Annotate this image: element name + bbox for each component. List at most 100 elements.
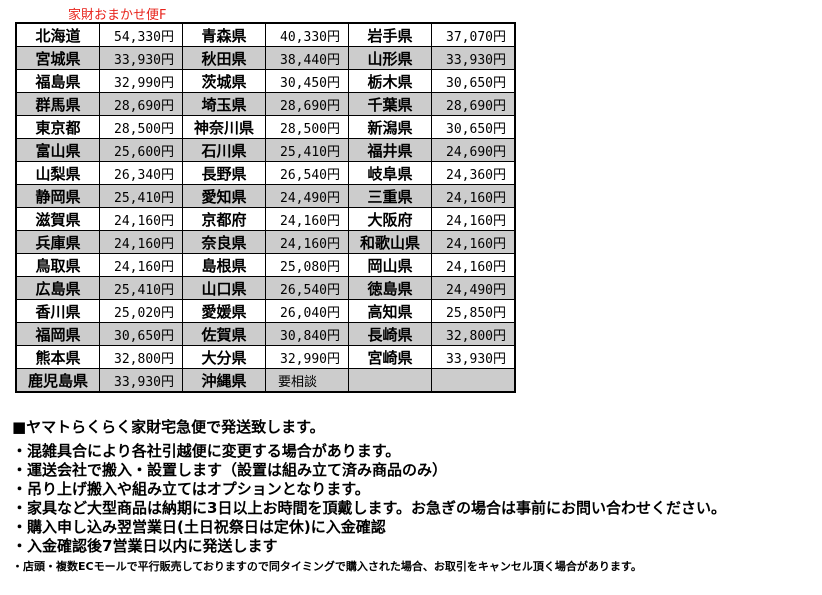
price-cell: 30,450円: [265, 69, 349, 93]
prefecture-cell: 静岡県: [15, 184, 100, 208]
prefecture-cell: 群馬県: [15, 92, 100, 116]
prefecture-cell: 福島県: [15, 69, 100, 93]
price-cell: 26,340円: [99, 161, 183, 185]
price-cell: 24,160円: [431, 253, 516, 277]
price-cell: 26,540円: [265, 276, 349, 300]
prefecture-cell: 富山県: [15, 138, 100, 162]
price-cell: 24,490円: [431, 276, 516, 300]
prefecture-cell: 秋田県: [182, 46, 266, 70]
prefecture-cell: 京都府: [182, 207, 266, 231]
prefecture-cell: 鳥取県: [15, 253, 100, 277]
prefecture-cell: 岐阜県: [348, 161, 432, 185]
prefecture-cell: 福井県: [348, 138, 432, 162]
prefecture-cell: 山口県: [182, 276, 266, 300]
table-row: 鹿児島県 33,930円 沖縄県 要相談: [15, 368, 516, 393]
prefecture-cell: 滋賀県: [15, 207, 100, 231]
note-item: ・混雑具合により各社引越便に変更する場合があります。: [12, 442, 401, 460]
price-cell: 33,930円: [99, 46, 183, 70]
prefecture-cell: 宮崎県: [348, 345, 432, 369]
table-row: 東京都 28,500円 神奈川県 28,500円 新潟県 30,650円: [15, 115, 516, 139]
prefecture-cell: 広島県: [15, 276, 100, 300]
prefecture-cell: 長野県: [182, 161, 266, 185]
price-cell: 24,360円: [431, 161, 516, 185]
prefecture-cell: 千葉県: [348, 92, 432, 116]
price-cell: 28,690円: [265, 92, 349, 116]
table-row: 群馬県 28,690円 埼玉県 28,690円 千葉県 28,690円: [15, 92, 516, 116]
prefecture-cell: 東京都: [15, 115, 100, 139]
price-cell: 25,600円: [99, 138, 183, 162]
price-cell: 25,410円: [99, 276, 183, 300]
prefecture-cell: 愛知県: [182, 184, 266, 208]
price-cell: 要相談: [265, 368, 349, 393]
prefecture-cell: [348, 368, 432, 393]
price-cell: 28,500円: [265, 115, 349, 139]
price-cell: 24,490円: [265, 184, 349, 208]
prefecture-cell: 大分県: [182, 345, 266, 369]
price-cell: 32,800円: [99, 345, 183, 369]
price-cell: 30,840円: [265, 322, 349, 346]
price-cell: 30,650円: [431, 115, 516, 139]
prefecture-cell: 三重県: [348, 184, 432, 208]
price-cell: 25,410円: [265, 138, 349, 162]
prefecture-cell: 奈良県: [182, 230, 266, 254]
price-cell: 24,160円: [265, 230, 349, 254]
price-cell: 54,330円: [99, 22, 183, 47]
prefecture-cell: 宮城県: [15, 46, 100, 70]
prefecture-cell: 高知県: [348, 299, 432, 323]
note-item: ・購入申し込み翌営業日(土日祝祭日は定休)に入金確認: [12, 518, 386, 536]
price-cell: 38,440円: [265, 46, 349, 70]
price-cell: 24,160円: [99, 253, 183, 277]
prefecture-cell: 山梨県: [15, 161, 100, 185]
prefecture-cell: 岩手県: [348, 22, 432, 47]
table-row: 福島県 32,990円 茨城県 30,450円 栃木県 30,650円: [15, 69, 516, 93]
price-cell: 25,410円: [99, 184, 183, 208]
table-row: 兵庫県 24,160円 奈良県 24,160円 和歌山県 24,160円: [15, 230, 516, 254]
prefecture-cell: 福岡県: [15, 322, 100, 346]
note-item: ・吊り上げ搬入や組み立てはオプションとなります。: [12, 480, 370, 498]
footnote: ・店頭・複数ECモールで平行販売しておりますので同タイミングで購入された場合、お…: [12, 560, 642, 573]
shipping-heading: ■ヤマトらくらく家財宅急便で発送致します。: [12, 418, 325, 436]
table-row: 広島県 25,410円 山口県 26,540円 徳島県 24,490円: [15, 276, 516, 300]
shipping-notes: ・混雑具合により各社引越便に変更する場合があります。 ・運送会社で搬入・設置します…: [12, 442, 726, 556]
table-row: 香川県 25,020円 愛媛県 26,040円 高知県 25,850円: [15, 299, 516, 323]
prefecture-cell: 長崎県: [348, 322, 432, 346]
price-cell: 24,160円: [431, 207, 516, 231]
table-row: 福岡県 30,650円 佐賀県 30,840円 長崎県 32,800円: [15, 322, 516, 346]
prefecture-cell: 山形県: [348, 46, 432, 70]
prefecture-cell: 栃木県: [348, 69, 432, 93]
price-cell: 24,160円: [99, 230, 183, 254]
prefecture-cell: 青森県: [182, 22, 266, 47]
price-cell: 33,930円: [431, 46, 516, 70]
price-cell: 24,160円: [99, 207, 183, 231]
prefecture-cell: 愛媛県: [182, 299, 266, 323]
price-cell: 24,160円: [431, 184, 516, 208]
note-item: ・運送会社で搬入・設置します（設置は組み立て済み商品のみ）: [12, 461, 448, 479]
prefecture-cell: 石川県: [182, 138, 266, 162]
price-cell: 30,650円: [431, 69, 516, 93]
table-row: 静岡県 25,410円 愛知県 24,490円 三重県 24,160円: [15, 184, 516, 208]
prefecture-cell: 埼玉県: [182, 92, 266, 116]
prefecture-cell: 和歌山県: [348, 230, 432, 254]
price-cell: 26,040円: [265, 299, 349, 323]
prefecture-cell: 徳島県: [348, 276, 432, 300]
price-cell: 24,690円: [431, 138, 516, 162]
price-cell: 40,330円: [265, 22, 349, 47]
prefecture-cell: 兵庫県: [15, 230, 100, 254]
prefecture-cell: 佐賀県: [182, 322, 266, 346]
price-cell: 32,800円: [431, 322, 516, 346]
price-cell: 32,990円: [265, 345, 349, 369]
table-row: 熊本県 32,800円 大分県 32,990円 宮崎県 33,930円: [15, 345, 516, 369]
prefecture-cell: 茨城県: [182, 69, 266, 93]
shipping-rate-table: 北海道 54,330円 青森県 40,330円 岩手県 37,070円 宮城県 33,930円…: [15, 22, 516, 393]
prefecture-cell: 熊本県: [15, 345, 100, 369]
price-cell: 28,500円: [99, 115, 183, 139]
table-row: 滋賀県 24,160円 京都府 24,160円 大阪府 24,160円: [15, 207, 516, 231]
price-cell: 25,080円: [265, 253, 349, 277]
table-row: 北海道 54,330円 青森県 40,330円 岩手県 37,070円: [15, 22, 516, 47]
prefecture-cell: 鹿児島県: [15, 368, 100, 393]
prefecture-cell: 香川県: [15, 299, 100, 323]
prefecture-cell: 北海道: [15, 22, 100, 47]
price-cell: 24,160円: [265, 207, 349, 231]
prefecture-cell: 島根県: [182, 253, 266, 277]
prefecture-cell: 岡山県: [348, 253, 432, 277]
